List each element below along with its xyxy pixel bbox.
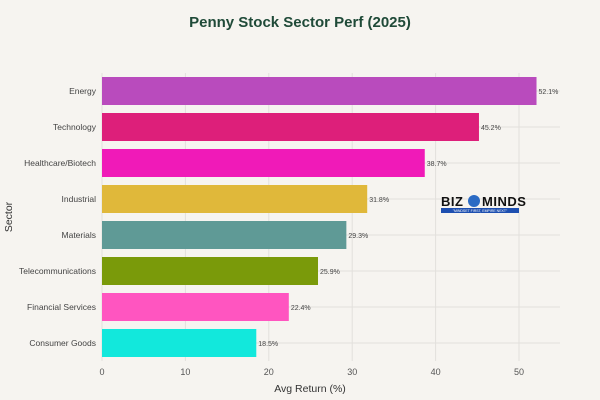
data-label: 45.2% (481, 125, 501, 132)
x-tick-label: 50 (514, 367, 524, 377)
category-label: Healthcare/Biotech (24, 158, 96, 168)
data-label: 31.8% (369, 197, 389, 204)
svg-text:"MINDSET FIRST, EMPIRE NEXT": "MINDSET FIRST, EMPIRE NEXT" (453, 209, 508, 213)
data-label: 18.5% (258, 341, 278, 348)
x-tick-label: 40 (431, 367, 441, 377)
bar-0 (102, 77, 537, 105)
bar-1 (102, 113, 479, 141)
x-tick-label: 30 (347, 367, 357, 377)
svg-text:BIZ: BIZ (441, 194, 463, 209)
x-axis-label: Avg Return (%) (274, 383, 346, 395)
chart-title: Penny Stock Sector Perf (2025) (189, 14, 411, 31)
category-label: Industrial (62, 194, 97, 204)
data-label: 29.3% (348, 233, 368, 240)
data-label: 38.7% (427, 161, 447, 168)
bar-2 (102, 149, 425, 177)
bars: 52.1% Energy 45.2% Technology 38.7% Healthcar… (19, 77, 558, 357)
svg-text:MINDS: MINDS (482, 194, 526, 209)
category-label: Energy (69, 86, 97, 96)
y-axis-label: Sector (3, 201, 15, 232)
x-tick-label: 0 (99, 367, 104, 377)
category-label: Materials (62, 230, 96, 240)
category-label: Technology (53, 122, 97, 132)
data-label: 25.9% (320, 269, 340, 276)
data-label: 22.4% (291, 305, 311, 312)
x-tick-label: 20 (264, 367, 274, 377)
bar-4 (102, 221, 347, 249)
bar-6 (102, 293, 289, 321)
bar-3 (102, 185, 368, 213)
data-label: 52.1% (539, 89, 559, 96)
bar-5 (102, 257, 319, 285)
bar-7 (102, 329, 257, 357)
category-label: Financial Services (27, 302, 96, 312)
x-tick-label: 10 (180, 367, 190, 377)
category-label: Telecommunications (19, 266, 96, 276)
category-label: Consumer Goods (29, 338, 96, 348)
bizminds-logo: BIZ MINDS "MINDSET FIRST, EMPIRE NEXT" (441, 194, 526, 213)
